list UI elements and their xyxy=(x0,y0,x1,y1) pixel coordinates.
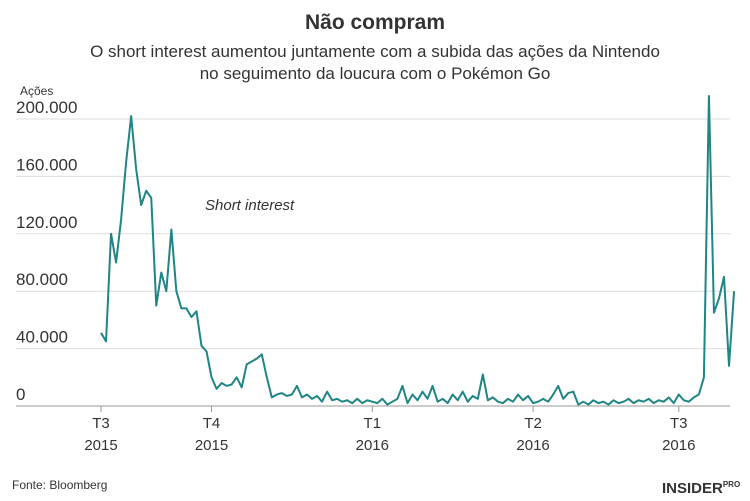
y-tick-label: 120.000 xyxy=(16,213,77,232)
data-line xyxy=(100,95,736,406)
x-tick-label: T4 2015 xyxy=(195,415,228,454)
chart-title: Não compram xyxy=(305,11,445,34)
x-tick-label: T2 2016 xyxy=(516,415,549,454)
x-tick-label: T1 2016 xyxy=(356,415,389,454)
y-tick-label: 80.000 xyxy=(16,270,68,289)
x-tick-label: T3 2015 xyxy=(84,415,117,454)
y-tick-label: 40.000 xyxy=(16,328,68,347)
annotation: Short interest xyxy=(205,197,295,214)
y-tick-label: 160.000 xyxy=(16,155,77,174)
logo-sup: PRO xyxy=(723,480,740,489)
chart-subtitle: O short interest aumentou juntamente com… xyxy=(90,42,660,61)
y-tick-label: 0 xyxy=(16,385,25,404)
x-tick-label: T3 2016 xyxy=(662,415,695,454)
y-axis-label: Ações xyxy=(20,84,53,98)
logo: INSIDERPRO xyxy=(662,480,740,497)
y-tick-label: 200.000 xyxy=(16,98,77,117)
chart-subtitle: no seguimento da loucura com o Pokémon G… xyxy=(200,64,551,83)
source: Fonte: Bloomberg xyxy=(12,478,107,492)
logo-main: INSIDER xyxy=(662,480,723,497)
